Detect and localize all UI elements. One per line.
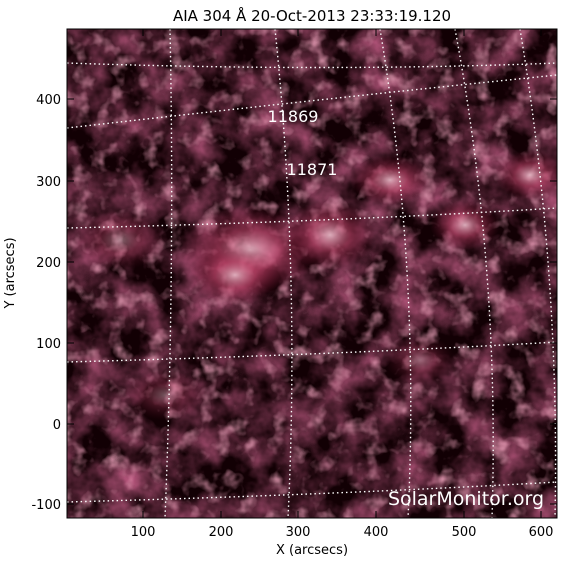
watermark-text: SolarMonitor.org [388,488,544,510]
solar-image [67,29,557,518]
x-tick-labels: 100 200 300 400 500 600 [131,525,554,540]
x-tick-label: 200 [209,525,234,540]
y-tick-label: -100 [31,498,61,513]
y-tick-label: 200 [36,256,61,271]
x-axis-label: X (arcsecs) [276,543,348,558]
tick-marks [67,29,557,518]
active-region-label: 11871 [287,160,338,179]
figure-title: AIA 304 Å 20-Oct-2013 23:33:19.120 [173,6,451,25]
y-tick-label: 100 [36,337,61,352]
y-axis-label: Y (arcsecs) [3,237,18,309]
x-tick-label: 500 [452,525,477,540]
active-region-label: 11869 [268,107,319,126]
y-tick-labels: 400 300 200 100 0 -100 [31,93,61,513]
bright-emission-regions [75,150,557,420]
y-tick-label: 300 [36,175,61,190]
y-tick-label: 0 [53,418,61,433]
x-tick-label: 400 [364,525,389,540]
x-tick-label: 600 [529,525,554,540]
plot-frame [66,28,558,519]
heliographic-grid [67,29,557,518]
y-tick-label: 400 [36,93,61,108]
x-tick-label: 300 [286,525,311,540]
x-tick-label: 100 [131,525,156,540]
